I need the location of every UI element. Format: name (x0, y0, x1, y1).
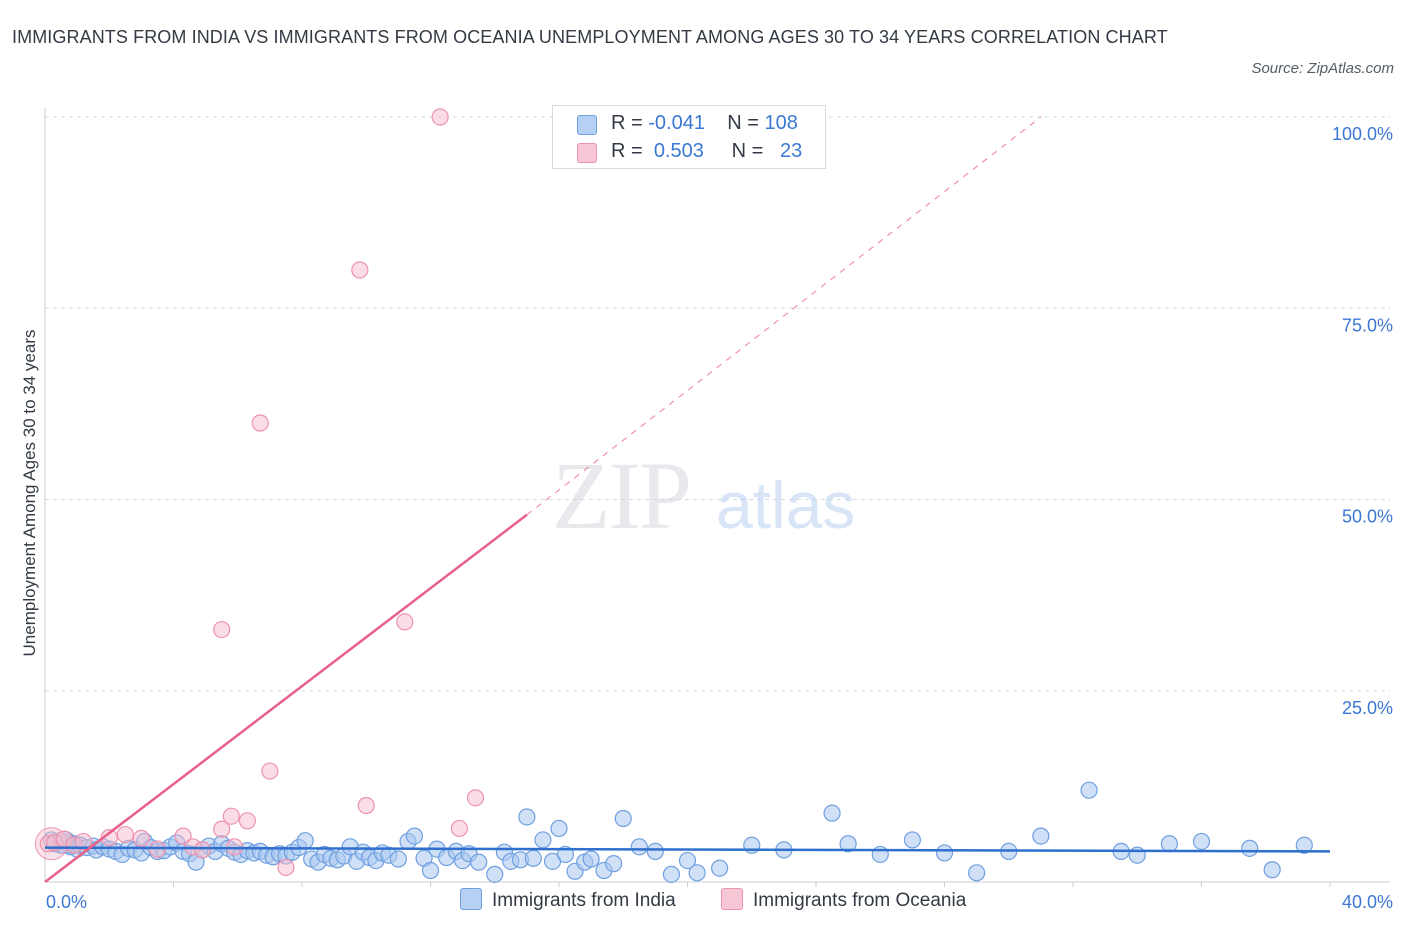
india-point (1295, 836, 1313, 854)
oceania-point (74, 832, 93, 851)
tick-labels: 25.0% 50.0% 75.0% 100.0% 0.0% 40.0% (46, 124, 1393, 912)
chart-title: IMMIGRANTS FROM INDIA VS IMMIGRANTS FROM… (12, 27, 1168, 47)
india-point (1192, 832, 1211, 851)
legend-n-value-india: 108 (764, 112, 798, 134)
india-point (518, 808, 536, 826)
oceania-point (132, 829, 150, 847)
watermark-zip-text: ZIP (552, 442, 690, 549)
y-tick-label: 50.0% (1342, 507, 1393, 527)
india-point (1032, 827, 1050, 845)
india-point (646, 842, 664, 861)
oceania-point (351, 261, 369, 279)
india-point (711, 859, 729, 877)
oceania-point (396, 613, 414, 631)
oceania-point (213, 820, 231, 838)
oceania-points (34, 108, 485, 877)
zipatlas-watermark: ZIP atlas (552, 442, 855, 549)
india-point (605, 855, 623, 873)
legend-r-value-india: -0.041 (648, 112, 705, 134)
india-point (421, 861, 440, 880)
oceania-point (357, 796, 375, 815)
india-point (524, 849, 542, 867)
correlation-legend: R = -0.041 N = 108 R = 0.503 N = 23 (552, 105, 826, 169)
oceania-point (277, 858, 295, 877)
legend-r-label: R = (611, 112, 643, 134)
legend-swatch-oceania (577, 143, 597, 163)
india-point (486, 865, 504, 883)
legend-n-label: N = (731, 140, 764, 162)
india-point (968, 864, 986, 882)
source-label: Source: ZipAtlas.com (1251, 60, 1394, 77)
oceania-point (431, 108, 449, 126)
grid-lines (45, 116, 1390, 692)
legend-r-value-oceania: 0.503 (653, 140, 704, 162)
oceania-point (261, 762, 279, 780)
india-points (42, 781, 1313, 883)
oceania-trend-extension (526, 116, 1042, 516)
bottom-legend-swatch-oceania (721, 888, 743, 910)
watermark-atlas-text: atlas (716, 468, 855, 542)
oceania-point (116, 825, 134, 844)
india-point (662, 865, 681, 883)
trend-lines (44, 116, 1331, 883)
india-point (1241, 839, 1259, 857)
india-point (823, 804, 841, 822)
legend-text-india: R = -0.041 N = 108 (611, 112, 798, 135)
india-point (389, 850, 407, 868)
india-point (582, 850, 600, 868)
legend-r-label: R = (611, 140, 643, 162)
oceania-point (222, 807, 240, 825)
oceania-point (213, 620, 231, 639)
india-point (630, 838, 648, 856)
india-point (556, 845, 575, 864)
india-point (1080, 781, 1098, 799)
bottom-legend-label-oceania: Immigrants from Oceania (753, 890, 967, 911)
india-point (614, 809, 632, 828)
oceania-point (251, 414, 269, 432)
bottom-legend-swatch-india (460, 888, 482, 910)
india-point (1160, 835, 1178, 853)
oceania-point (193, 841, 212, 859)
legend-n-label: N = (727, 112, 759, 134)
india-point (678, 851, 697, 870)
legend-n-value-oceania: 23 (780, 140, 803, 162)
india-point (405, 827, 424, 845)
legend-swatch-india (577, 115, 597, 135)
india-point (1263, 861, 1281, 879)
india-point (550, 819, 568, 838)
bottom-legend-india: Immigrants from India (460, 888, 676, 914)
oceania-point (238, 812, 256, 830)
oceania-trend-line (44, 513, 528, 883)
oceania-point (466, 789, 485, 807)
y-tick-label: 25.0% (1342, 698, 1393, 718)
india-point (903, 831, 921, 849)
bottom-legend-label-india: Immigrants from India (492, 890, 676, 911)
oceania-point (450, 819, 469, 838)
y-tick-label: 75.0% (1342, 315, 1393, 335)
axes (44, 108, 1390, 887)
bottom-legend-oceania: Immigrants from Oceania (721, 888, 966, 914)
y-tick-label: 100.0% (1332, 124, 1393, 144)
india-point (839, 835, 857, 853)
x-tick-label-max: 40.0% (1342, 892, 1393, 912)
india-point (470, 853, 488, 871)
india-trend-line (44, 846, 1331, 853)
india-point (534, 831, 552, 849)
x-tick-label-min: 0.0% (46, 892, 87, 912)
oceania-point (225, 838, 244, 856)
oceania-point (174, 827, 192, 845)
india-point (296, 832, 314, 850)
india-point (688, 864, 706, 882)
legend-text-oceania: R = 0.503 N = 23 (611, 140, 802, 163)
india-point (935, 844, 954, 862)
